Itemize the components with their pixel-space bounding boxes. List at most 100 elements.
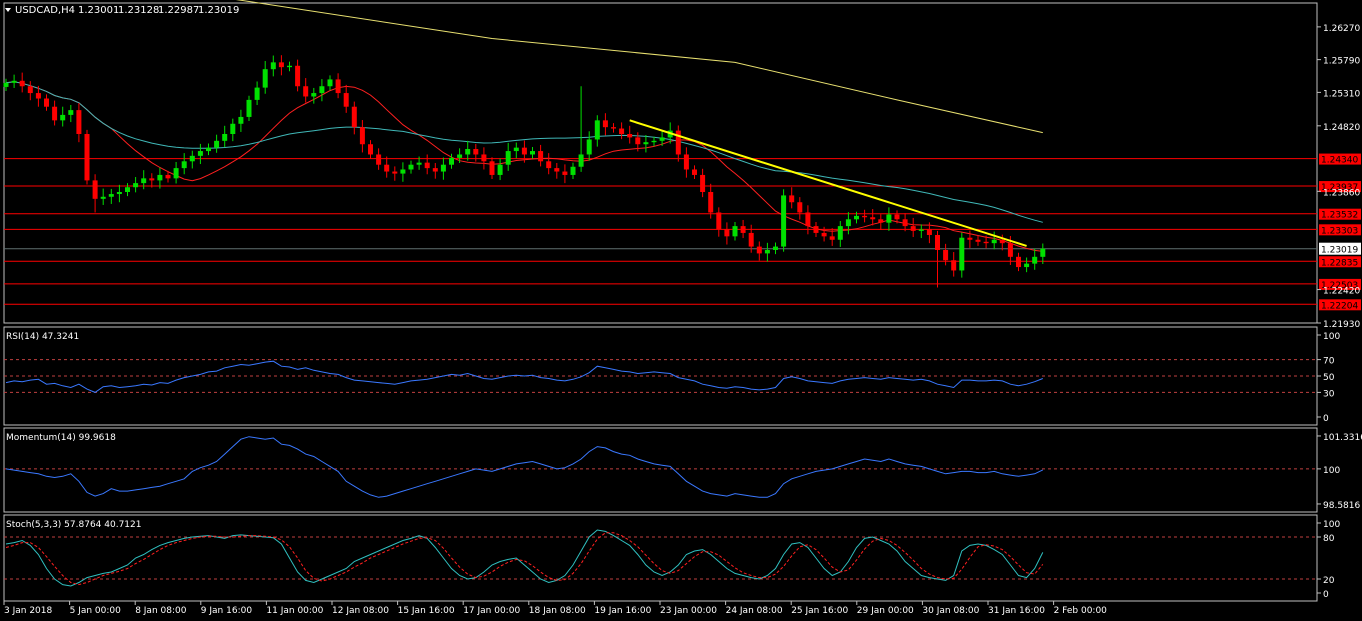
candle-body bbox=[351, 106, 357, 128]
candle-body bbox=[473, 149, 479, 155]
candle-body bbox=[424, 162, 430, 169]
dropdown-triangle-icon[interactable] bbox=[5, 8, 11, 12]
time-tick-label: 25 Jan 16:00 bbox=[791, 606, 848, 616]
candle-body bbox=[335, 79, 341, 94]
candle-body bbox=[926, 229, 932, 235]
level-label-box bbox=[1319, 208, 1361, 220]
candle-body bbox=[878, 219, 884, 223]
pane-frame-0 bbox=[3, 2, 1318, 324]
candle-body bbox=[368, 144, 373, 155]
time-tick-label: 11 Jan 00:00 bbox=[266, 606, 323, 616]
level-price-label: 1.22204 bbox=[1321, 301, 1358, 311]
candle-body bbox=[805, 212, 811, 227]
candle-body bbox=[440, 164, 446, 172]
candle-body bbox=[659, 137, 665, 141]
time-tick-label: 8 Jan 08:00 bbox=[135, 606, 187, 616]
current-price-label: 1.23019 bbox=[1321, 246, 1358, 256]
price-tick-label: 1.21930 bbox=[1323, 320, 1360, 330]
candle-body bbox=[181, 161, 187, 169]
level-price-label: 1.23532 bbox=[1321, 211, 1358, 221]
candle-body bbox=[116, 191, 122, 195]
ohlc-low: 1.22987 bbox=[158, 5, 199, 16]
candle-body bbox=[813, 226, 819, 233]
current-price-box bbox=[1319, 242, 1361, 255]
indicator-series-line bbox=[5, 436, 1044, 498]
candle-body bbox=[886, 214, 892, 223]
candle-body bbox=[149, 178, 155, 181]
time-tick-label: 29 Jan 00:00 bbox=[857, 606, 914, 616]
time-tick-label: 5 Jan 00:00 bbox=[70, 606, 122, 616]
price-tick-label: 1.25790 bbox=[1323, 57, 1360, 67]
candle-body bbox=[481, 154, 487, 162]
candle-body bbox=[789, 195, 795, 203]
moving-average-line bbox=[5, 81, 1043, 223]
trendline[interactable] bbox=[629, 119, 1027, 247]
horizontal-levels[interactable]: 1.24340 1.23937 1.23532 1.23303 1.22835 1.225… bbox=[4, 153, 1361, 312]
price-tick-label: 1.22420 bbox=[1323, 287, 1360, 297]
candle-body bbox=[983, 241, 989, 244]
pane-frame-2 bbox=[3, 427, 1318, 513]
price-tick-label: 1.26270 bbox=[1323, 24, 1360, 34]
level-label-box bbox=[1319, 299, 1361, 311]
candle-body bbox=[627, 134, 633, 138]
level-label-box bbox=[1319, 181, 1361, 193]
candle-body bbox=[546, 161, 552, 169]
candle-body bbox=[700, 174, 706, 192]
candle-body bbox=[449, 157, 454, 165]
time-axis: 3 Jan 2018 5 Jan 00:00 8 Jan 08:00 9 Jan 16… bbox=[3, 601, 1108, 616]
candle-body bbox=[862, 215, 868, 218]
candle-body bbox=[1007, 243, 1013, 257]
candle-body bbox=[991, 239, 997, 244]
candle-body bbox=[570, 166, 576, 175]
candle-body bbox=[635, 137, 641, 145]
candle-body bbox=[76, 110, 82, 135]
ohlc-high: 1.23128 bbox=[118, 5, 159, 16]
time-tick-label: 15 Jan 16:00 bbox=[398, 606, 455, 616]
candle-body bbox=[894, 214, 900, 220]
time-tick-label: 2 Feb 00:00 bbox=[1054, 606, 1108, 616]
candle-body bbox=[1016, 256, 1021, 268]
indicator-tick-label: 80 bbox=[1323, 534, 1335, 544]
candle-body bbox=[262, 69, 268, 88]
candle-body bbox=[44, 98, 49, 107]
time-tick-label: 9 Jan 16:00 bbox=[201, 606, 253, 616]
candle-body bbox=[505, 151, 511, 165]
indicator-series-line bbox=[5, 529, 1044, 587]
candle-body bbox=[197, 151, 203, 156]
candlesticks[interactable] bbox=[3, 55, 1046, 288]
pane-frame-3 bbox=[3, 514, 1318, 602]
momentum-title: Momentum(14) 99.9618 bbox=[6, 433, 116, 443]
level-price-label: 1.23303 bbox=[1321, 226, 1358, 236]
level-label-box bbox=[1319, 256, 1361, 268]
candle-body bbox=[651, 140, 657, 143]
candle-body bbox=[797, 202, 803, 213]
candle-body bbox=[465, 149, 471, 155]
candle-body bbox=[724, 229, 730, 237]
candle-body bbox=[133, 183, 139, 188]
candle-body bbox=[683, 154, 689, 170]
level-price-label: 1.24340 bbox=[1321, 156, 1358, 166]
candle-body bbox=[384, 164, 390, 172]
candle-body bbox=[173, 168, 179, 179]
candle-body bbox=[68, 110, 74, 115]
candle-body bbox=[967, 237, 973, 240]
indicator-tick-label: 100 bbox=[1323, 466, 1340, 476]
candle-body bbox=[214, 140, 220, 148]
candle-body bbox=[756, 246, 762, 254]
candle-body bbox=[497, 164, 503, 175]
candle-body bbox=[125, 187, 130, 192]
candle-body bbox=[538, 151, 544, 162]
candle-body bbox=[870, 217, 876, 220]
candle-body bbox=[918, 229, 924, 231]
candle-body bbox=[619, 128, 625, 135]
candle-body bbox=[562, 171, 568, 175]
price-tick-label: 1.25310 bbox=[1323, 89, 1360, 99]
main-header: USDCAD,H4 1.23001 1.23128 1.22987 1.2301… bbox=[5, 5, 239, 16]
candle-body bbox=[157, 174, 163, 181]
pane-frames bbox=[3, 2, 1318, 602]
price-tick-label: 1.24820 bbox=[1323, 123, 1360, 133]
moving-average-line bbox=[5, 81, 1043, 252]
level-label-box bbox=[1319, 278, 1361, 290]
candle-body bbox=[975, 239, 981, 242]
